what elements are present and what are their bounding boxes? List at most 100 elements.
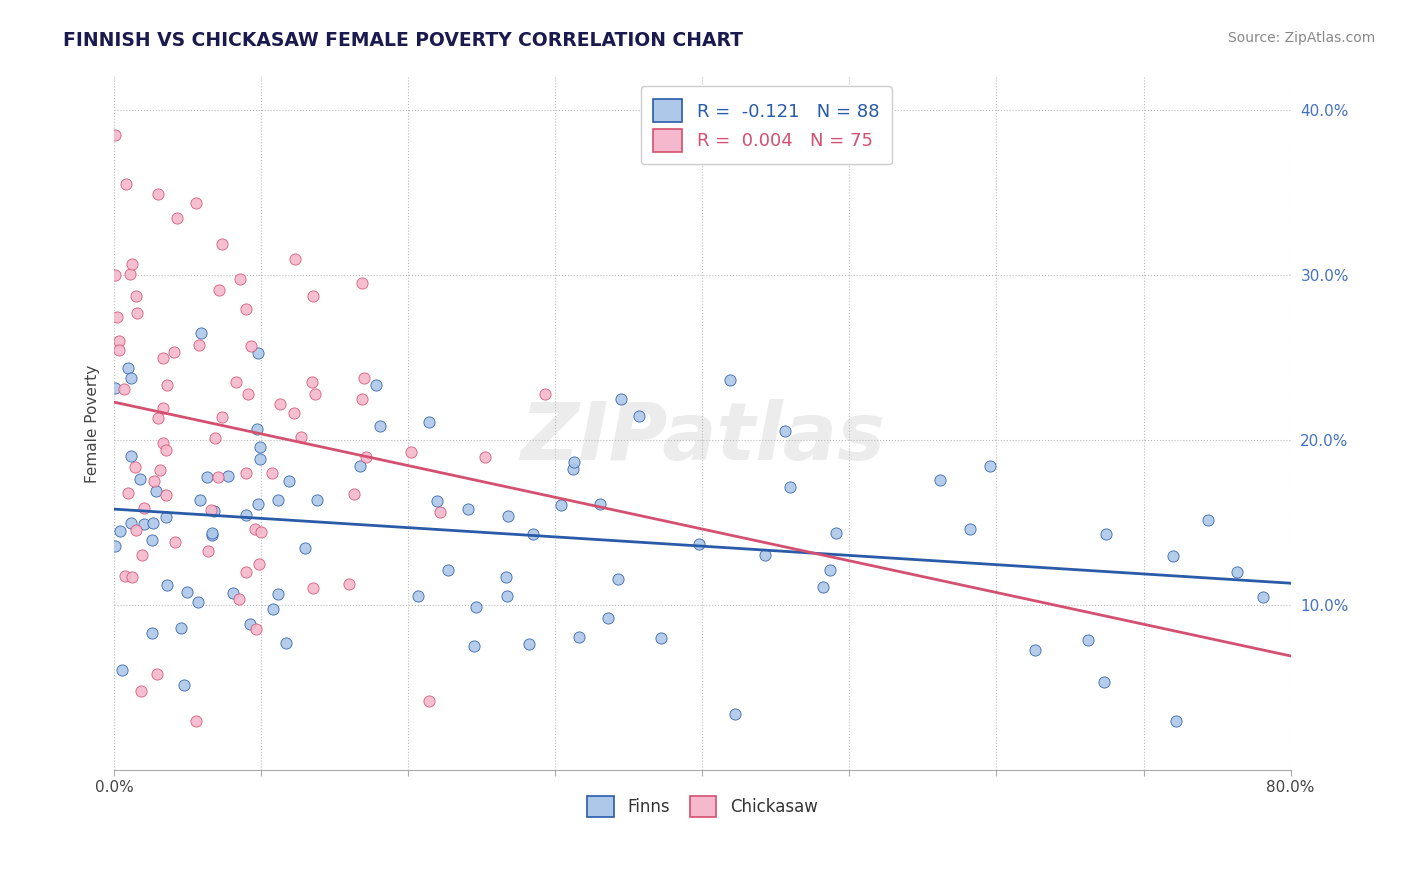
Point: [155, 488, 177, 502]
Point: [301, 581, 323, 595]
Point: [114, 568, 136, 582]
Point: [610, 392, 633, 406]
Point: [104, 381, 127, 395]
Point: [284, 252, 307, 266]
Point: [353, 371, 375, 385]
Point: [201, 526, 224, 541]
Point: [152, 351, 174, 365]
Y-axis label: Female Poverty: Female Poverty: [86, 365, 100, 483]
Point: [589, 497, 612, 511]
Point: [262, 602, 284, 616]
Point: [187, 595, 209, 609]
Point: [217, 469, 239, 483]
Point: [152, 436, 174, 450]
Point: [125, 306, 148, 320]
Point: [132, 517, 155, 532]
Point: [418, 416, 440, 430]
Point: [354, 450, 377, 465]
Point: [141, 533, 163, 548]
Point: [1251, 591, 1274, 605]
Point: [562, 454, 585, 468]
Point: [187, 337, 209, 351]
Point: [141, 626, 163, 640]
Point: [517, 637, 540, 651]
Point: [304, 386, 326, 401]
Point: [550, 498, 572, 512]
Point: [495, 570, 517, 584]
Point: [190, 326, 212, 340]
Point: [426, 494, 449, 508]
Point: [824, 526, 846, 541]
Point: [117, 486, 139, 500]
Point: [170, 621, 193, 635]
Point: [111, 663, 134, 677]
Point: [184, 196, 207, 211]
Point: [228, 592, 250, 607]
Point: [108, 334, 131, 349]
Point: [235, 566, 257, 580]
Point: [125, 523, 148, 537]
Point: [115, 177, 138, 191]
Point: [283, 406, 305, 420]
Point: [278, 474, 301, 488]
Point: [156, 378, 179, 392]
Text: ZIPatlas: ZIPatlas: [520, 399, 884, 476]
Text: FINNISH VS CHICKASAW FEMALE POVERTY CORRELATION CHART: FINNISH VS CHICKASAW FEMALE POVERTY CORR…: [63, 31, 744, 50]
Point: [246, 422, 269, 436]
Point: [176, 584, 198, 599]
Point: [349, 458, 371, 473]
Point: [121, 257, 143, 271]
Point: [418, 693, 440, 707]
Point: [188, 492, 211, 507]
Point: [496, 508, 519, 523]
Point: [368, 418, 391, 433]
Point: [1077, 633, 1099, 648]
Point: [202, 503, 225, 517]
Point: [290, 430, 312, 444]
Point: [208, 284, 231, 298]
Point: [156, 577, 179, 591]
Point: [773, 424, 796, 438]
Point: [607, 572, 630, 586]
Point: [249, 440, 271, 454]
Point: [562, 462, 585, 476]
Point: [250, 524, 273, 539]
Point: [125, 289, 148, 303]
Point: [406, 589, 429, 603]
Point: [718, 373, 741, 387]
Point: [195, 470, 218, 484]
Point: [105, 310, 128, 324]
Point: [243, 522, 266, 536]
Point: [979, 459, 1001, 474]
Point: [628, 409, 651, 423]
Point: [352, 392, 374, 406]
Point: [249, 452, 271, 467]
Point: [145, 484, 167, 499]
Point: [754, 548, 776, 562]
Point: [120, 449, 142, 463]
Point: [301, 376, 323, 390]
Point: [117, 360, 139, 375]
Point: [131, 549, 153, 563]
Point: [120, 370, 142, 384]
Point: [108, 524, 131, 539]
Point: [301, 288, 323, 302]
Point: [146, 187, 169, 202]
Point: [225, 375, 247, 389]
Point: [129, 683, 152, 698]
Point: [650, 632, 672, 646]
Point: [186, 714, 208, 728]
Point: [247, 557, 270, 571]
Point: [294, 541, 316, 555]
Point: [236, 387, 259, 401]
Point: [104, 539, 127, 553]
Point: [496, 589, 519, 603]
Point: [474, 450, 496, 465]
Point: [229, 272, 252, 286]
Point: [928, 473, 950, 487]
Point: [120, 516, 142, 530]
Point: [307, 493, 329, 508]
Point: [1164, 714, 1187, 728]
Point: [364, 378, 387, 392]
Point: [522, 527, 544, 541]
